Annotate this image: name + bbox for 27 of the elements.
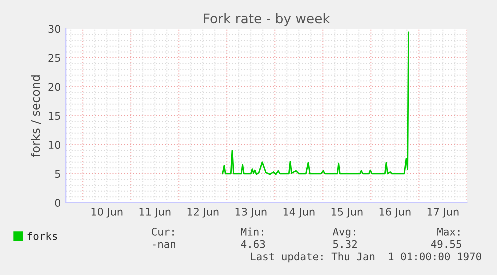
text: Cur: — [152, 228, 174, 236]
text: Avg: — [332, 228, 356, 238]
y-tick-label: 5 — [55, 170, 60, 178]
x-tick-label: 11 Jun — [140, 208, 171, 218]
text: 49.55 — [431, 240, 462, 248]
text: -nan — [153, 242, 176, 248]
x-tick-label: 14 Jun — [284, 208, 315, 218]
text: Max: — [438, 228, 460, 236]
y-tick-label: 20 — [48, 83, 61, 92]
text: 5.32 — [333, 240, 357, 248]
y-tick-label: 10 — [49, 141, 61, 150]
text: Min: — [241, 228, 264, 236]
text: 4.63 — [241, 240, 266, 248]
chart-title: Fork rate - by week — [204, 13, 330, 26]
y-axis-title: forks / second — [31, 76, 42, 158]
y-tick-label: 30 — [48, 25, 61, 34]
y-tick-label: 0 — [55, 199, 61, 208]
x-tick-label: 12 Jun — [188, 208, 219, 218]
legend-label: forks — [28, 232, 58, 240]
x-tick-label: 13 Jun — [236, 208, 267, 218]
x-tick-label: 17 Jun — [428, 208, 459, 218]
y-tick-label: 15 — [49, 112, 60, 120]
text: Last update: Thu Jan 1 01:00:00 1970 — [251, 252, 482, 263]
y-tick-label: 25 — [48, 54, 60, 62]
x-tick-label: 10 Jun — [92, 208, 123, 218]
x-tick-label: 16 Jun — [380, 208, 411, 218]
x-tick-label: 15 Jun — [332, 208, 363, 218]
